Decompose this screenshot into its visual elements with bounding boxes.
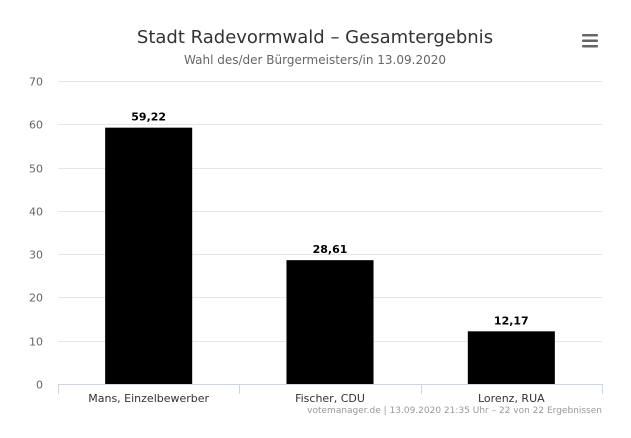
x-category-label: Fischer, CDU	[295, 392, 365, 405]
y-tick-label: 20	[29, 292, 43, 305]
y-tick-label: 0	[36, 379, 43, 392]
y-tick-label: 10	[29, 336, 43, 349]
y-tick-label: 60	[29, 119, 43, 132]
x-axis-categories: Mans, Einzelbewerber Fischer, CDU Lorenz, …	[88, 392, 545, 405]
bars	[105, 127, 555, 385]
bar[interactable]	[105, 127, 193, 385]
bar[interactable]	[467, 331, 555, 384]
y-axis-ticks: 0 10 20 30 40 50 60 70	[29, 76, 43, 392]
y-tick-label: 30	[29, 249, 43, 262]
data-label: 28,61	[313, 243, 348, 256]
x-axis	[58, 384, 603, 394]
data-label: 12,17	[494, 314, 529, 327]
data-label: 59,22	[131, 111, 166, 124]
hamburger-menu-icon[interactable]	[582, 34, 598, 48]
menu-button[interactable]	[578, 30, 602, 52]
y-tick-label: 40	[29, 206, 43, 219]
x-category-label: Lorenz, RUA	[478, 392, 545, 405]
y-tick-label: 50	[29, 163, 43, 176]
chart-title: Stadt Radevormwald – Gesamtergebnis	[137, 27, 493, 48]
bar[interactable]	[286, 260, 374, 384]
chart-subtitle: Wahl des/der Bürgermeisters/in 13.09.202…	[184, 53, 446, 67]
x-category-label: Mans, Einzelbewerber	[88, 392, 209, 405]
y-tick-label: 70	[29, 76, 43, 89]
data-labels: 59,22 28,61 12,17	[131, 111, 528, 328]
chart-credits[interactable]: votemanager.de | 13.09.2020 21:35 Uhr – …	[307, 406, 602, 416]
